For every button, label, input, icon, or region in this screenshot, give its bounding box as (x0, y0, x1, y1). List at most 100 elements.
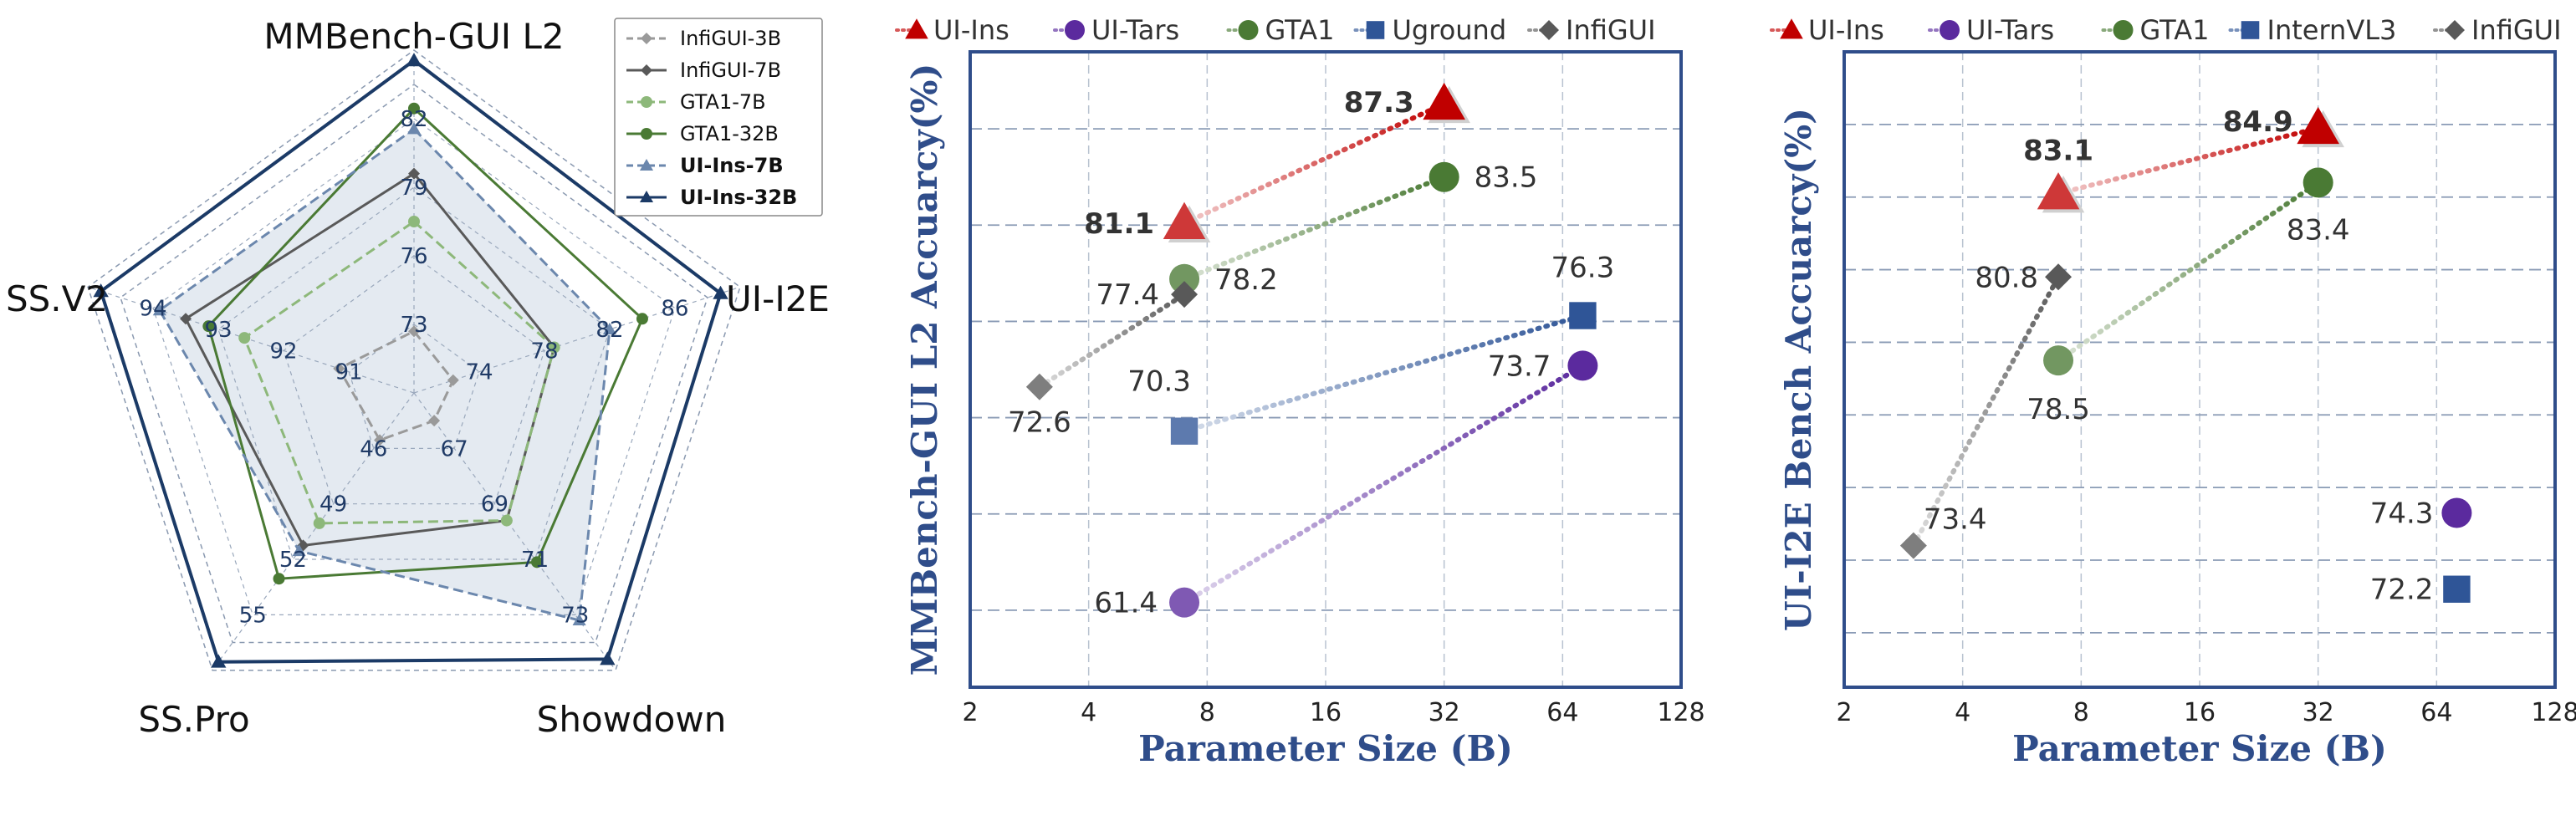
radar-point (152, 303, 166, 316)
legend-marker (1238, 20, 1259, 40)
radar-outer-ring (87, 49, 741, 671)
radar-spoke (413, 286, 741, 394)
radar-point (408, 216, 420, 227)
radar-point (238, 332, 251, 344)
radar-tick-label: 73 (561, 603, 589, 628)
radar-tick-label: 55 (239, 603, 267, 628)
radar-legend-marker (641, 96, 652, 108)
data-point (2303, 167, 2333, 198)
data-point (1567, 350, 1598, 381)
data-point (2043, 345, 2074, 376)
radar-tick-label: 46 (360, 436, 387, 461)
radar-point (500, 514, 513, 527)
legend-marker (1366, 21, 1385, 39)
data-label: 78.5 (2027, 393, 2090, 426)
data-label: 76.3 (1551, 252, 1615, 285)
data-label: 84.9 (2223, 105, 2293, 139)
radar-point (713, 285, 728, 299)
radar-ring (120, 84, 708, 644)
data-label: 73.4 (1924, 503, 1987, 537)
legend-label: GTA1 (1265, 14, 1335, 46)
data-point (2045, 263, 2073, 291)
radar-legend-label: GTA1-7B (680, 90, 766, 114)
radar-axis-label: SS.V2 (6, 278, 108, 319)
data-label: 87.3 (1344, 86, 1414, 120)
series-connector (2056, 125, 2321, 196)
radar-tick-label: 79 (400, 176, 427, 201)
radar-chart: 73 76 79 82 74 78 82 86 67 69 71 73 46 49 52 55 91 92 93 94… (6, 16, 830, 740)
radar-point (408, 102, 420, 115)
data-point (1569, 302, 1597, 329)
x-tick-label: 8 (1199, 698, 1215, 727)
radar-point (447, 374, 459, 386)
x-tick-label: 2 (962, 698, 978, 727)
legend-marker (2113, 20, 2134, 40)
x-tick-label: 128 (2531, 698, 2576, 727)
data-label: 61.4 (1094, 587, 1158, 620)
series-connector (1182, 174, 1447, 282)
data-label: 83.5 (1475, 161, 1538, 195)
radar-spoke (87, 286, 415, 394)
radar-legend-label: UI-Ins-7B (680, 154, 784, 177)
series-connector (1182, 313, 1586, 434)
plot-frame (969, 50, 1683, 689)
radar-tick-label: 86 (661, 297, 688, 322)
legend-marker (2445, 20, 2465, 40)
legend-label: InternVL3 (2267, 14, 2397, 46)
legend-label: UI-Tars (1966, 14, 2054, 46)
radar-point (93, 283, 109, 298)
data-point (2037, 172, 2080, 210)
x-tick-label: 64 (2420, 698, 2452, 727)
radar-grid-ring (152, 118, 676, 615)
data-label: 80.8 (1975, 261, 2038, 294)
y-axis-label: UI-I2E Bench Accuarcy(%) (1778, 108, 1819, 631)
legend-label: UI-Ins (1808, 14, 1884, 46)
legend-label: InfiGUI (2471, 14, 2562, 46)
radar-axis-label: SS.Pro (138, 699, 249, 740)
scatter-chart-mmbench: 2 4 8 16 32 64 128 Parameter Size (B) MMBench-GU… (895, 14, 1705, 769)
radar-axis-label: Showdown (537, 699, 727, 740)
data-label: 77.4 (1096, 278, 1159, 312)
radar-legend-label: InfiGUI-3B (680, 27, 781, 50)
radar-tick-label: 82 (595, 318, 623, 343)
radar-legend-label: GTA1-32B (680, 122, 779, 145)
radar-legend-label: UI-Ins-32B (680, 186, 797, 209)
scatter-chart-ui-i2e: 2 4 8 16 32 64 128 Parameter Size (B) UI-I2E Ben… (1770, 14, 2576, 769)
radar-legend-marker (639, 158, 654, 171)
radar-tick-label: 73 (400, 313, 427, 338)
legend-marker (2241, 21, 2260, 39)
x-tick-label: 16 (2184, 698, 2216, 727)
radar-tick-label: 78 (530, 339, 558, 364)
data-point (2297, 106, 2339, 145)
data-point (2443, 575, 2471, 603)
data-point (1429, 161, 1459, 192)
data-label: 81.1 (1084, 207, 1154, 241)
radar-tick-label: 67 (441, 436, 468, 461)
radar-legend-marker (641, 128, 652, 140)
radar-tick-label: 92 (269, 339, 297, 364)
radar-point (408, 325, 420, 338)
radar-series-line (184, 171, 556, 548)
data-label: 74.3 (2370, 497, 2434, 531)
radar-series-line (243, 220, 556, 525)
x-axis-label: Parameter Size (B) (1138, 728, 1513, 769)
radar-grid-ring (348, 324, 480, 449)
radar-tick-label: 93 (204, 318, 232, 343)
radar-point (531, 556, 544, 569)
x-tick-label: 32 (1429, 698, 1460, 727)
legend-marker (905, 18, 928, 39)
data-point (1169, 263, 1200, 294)
data-label: 78.2 (1214, 263, 1278, 297)
radar-point (292, 544, 306, 557)
radar-axis-label: UI-I2E (726, 278, 830, 319)
radar-legend-box (614, 18, 823, 217)
radar-axis-label: MMBench-GUI L2 (263, 16, 564, 57)
data-label: 83.4 (2287, 213, 2350, 247)
x-tick-label: 4 (1081, 698, 1096, 727)
data-label: 70.3 (1127, 365, 1191, 399)
data-point (1423, 82, 1465, 120)
data-point (1170, 417, 1199, 445)
x-tick-label: 8 (2073, 698, 2089, 727)
radar-grid-ring (217, 186, 611, 560)
